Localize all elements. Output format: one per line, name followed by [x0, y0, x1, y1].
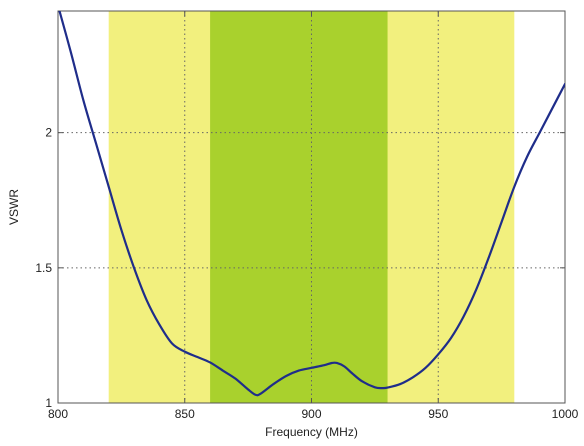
x-axis-label: Frequency (MHz) — [265, 425, 358, 439]
y-axis-label: VSWR — [7, 189, 21, 225]
x-tick-label-1: 850 — [175, 407, 195, 421]
axis-ticks — [57, 11, 566, 404]
x-tick-label-2: 900 — [301, 407, 321, 421]
data-series — [58, 11, 565, 397]
band-1 — [210, 11, 388, 403]
y-tick-label-2: 2 — [45, 126, 52, 140]
x-tick-label-3: 950 — [428, 407, 448, 421]
x-axis-tick-labels: 800 850 900 950 1000 — [48, 407, 579, 421]
y-axis-tick-labels: 11.52 — [35, 126, 52, 410]
x-tick-label-0: 800 — [48, 407, 68, 421]
series-line-0 — [58, 11, 565, 397]
grid-lines — [58, 11, 565, 403]
y-tick-label-1: 1.5 — [35, 261, 52, 275]
frequency-bands — [108, 11, 515, 403]
x-tick-label-4: 1000 — [552, 407, 579, 421]
y-tick-label-0: 1 — [45, 396, 52, 410]
